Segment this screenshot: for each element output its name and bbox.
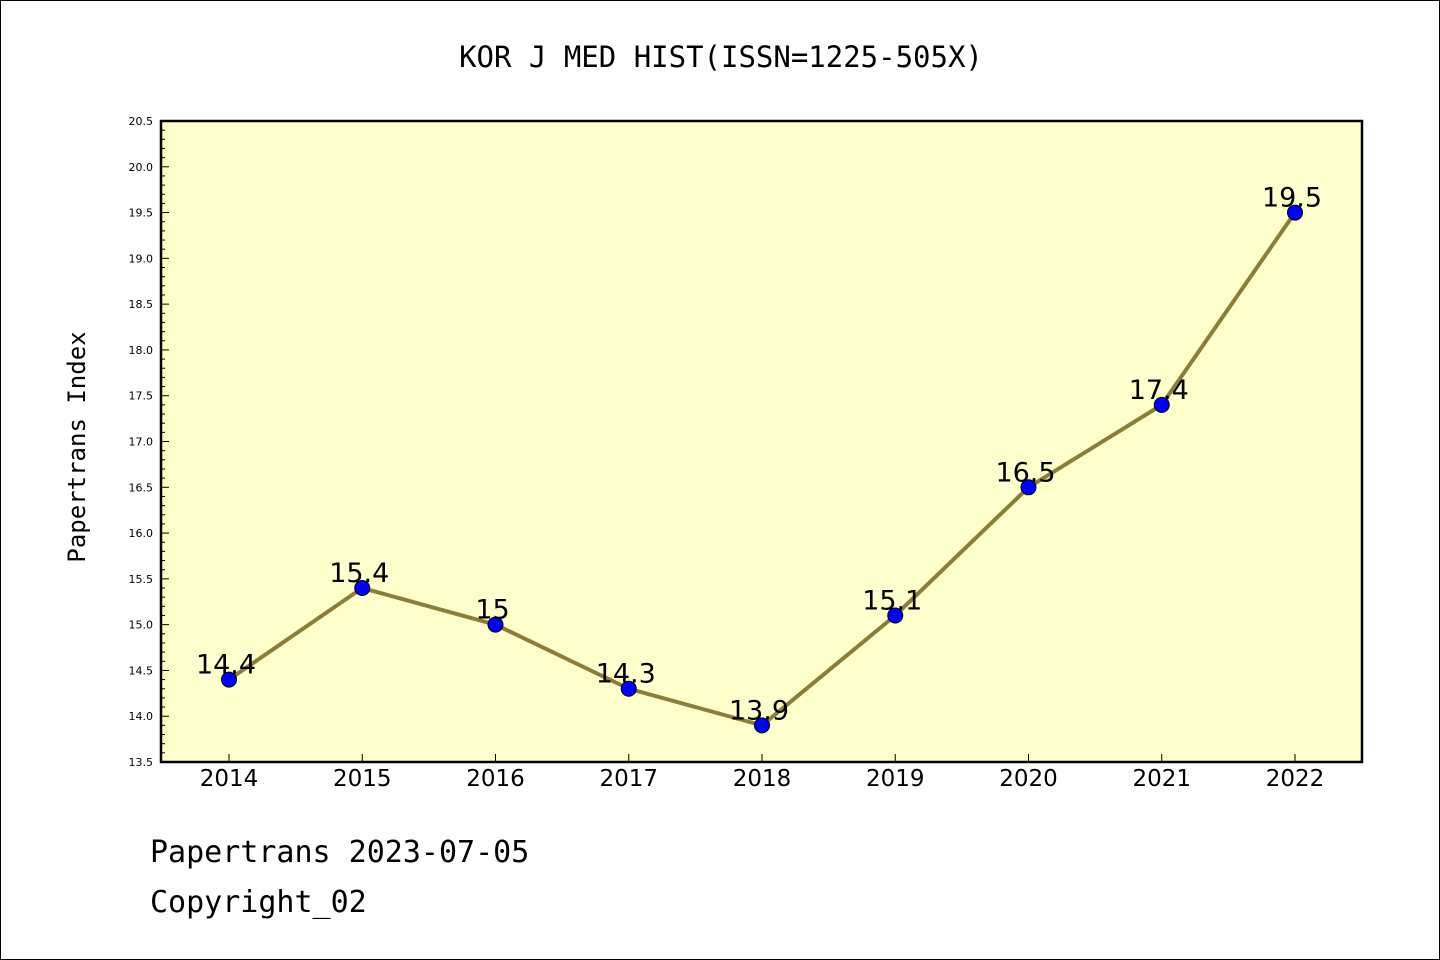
x-axis-ticks: 2014 2015 2016 2017 2018 2019 2020 2021 2022 xyxy=(200,754,1325,792)
data-label: 15.4 xyxy=(329,558,389,589)
x-tick-label: 2021 xyxy=(1132,766,1191,792)
data-labels: 14.4 15.4 15 14.3 13.9 15.1 16.5 17.4 19.5 xyxy=(196,183,1322,727)
y-tick-label: 13.5 xyxy=(129,756,154,769)
data-label: 16.5 xyxy=(995,457,1055,488)
y-axis-label: Papertrans Index xyxy=(63,331,91,562)
data-label: 17.4 xyxy=(1129,375,1189,406)
y-tick-label: 19.0 xyxy=(129,252,154,265)
y-tick-label: 20.0 xyxy=(129,161,154,174)
data-point xyxy=(354,580,371,597)
x-tick-label: 2019 xyxy=(866,766,925,792)
y-tick-label: 18.5 xyxy=(129,298,154,311)
x-tick-label: 2014 xyxy=(200,766,259,792)
data-point xyxy=(487,616,504,633)
x-tick-label: 2017 xyxy=(599,766,658,792)
chart-title: KOR J MED HIST(ISSN=1225-505X) xyxy=(459,40,983,74)
data-label: 15.1 xyxy=(862,585,922,616)
data-label: 14.4 xyxy=(196,650,256,681)
y-tick-label: 17.0 xyxy=(129,436,154,449)
y-tick-label: 19.5 xyxy=(129,207,154,220)
data-point xyxy=(221,671,237,688)
y-tick-label: 14.0 xyxy=(129,710,154,723)
data-label: 19.5 xyxy=(1262,183,1322,214)
data-point xyxy=(1020,479,1037,496)
y-tick-label: 15.5 xyxy=(129,573,154,586)
x-tick-label: 2015 xyxy=(333,766,392,792)
footer-date: Papertrans 2023-07-05 xyxy=(150,835,530,870)
data-markers xyxy=(221,204,1303,734)
data-label: 14.3 xyxy=(596,659,656,690)
data-point xyxy=(754,717,770,734)
x-tick-label: 2020 xyxy=(999,766,1058,792)
y-tick-label: 20.5 xyxy=(129,115,154,128)
x-tick-label: 2018 xyxy=(733,766,792,792)
y-tick-label: 15.0 xyxy=(129,619,154,632)
plot-area xyxy=(159,119,1364,764)
x-tick-label: 2022 xyxy=(1266,766,1325,792)
data-label: 13.9 xyxy=(729,695,789,726)
y-tick-label: 18.0 xyxy=(129,344,154,357)
y-tick-label: 16.5 xyxy=(129,481,154,494)
data-point xyxy=(887,607,904,624)
y-axis-ticks: 13.5 14.0 14.5 15.0 15.5 16.0 16.5 17.0 17.5 18.0… xyxy=(129,115,169,769)
y-tick-label: 16.0 xyxy=(129,527,154,540)
data-point xyxy=(620,680,637,697)
x-tick-label: 2016 xyxy=(466,766,525,792)
footer-copyright: Copyright_02 xyxy=(150,885,367,920)
y-tick-label: 14.5 xyxy=(129,664,154,677)
data-point xyxy=(1287,204,1303,221)
y-tick-label: 17.5 xyxy=(129,390,154,403)
data-point xyxy=(1153,396,1170,413)
data-label: 15 xyxy=(475,595,509,626)
